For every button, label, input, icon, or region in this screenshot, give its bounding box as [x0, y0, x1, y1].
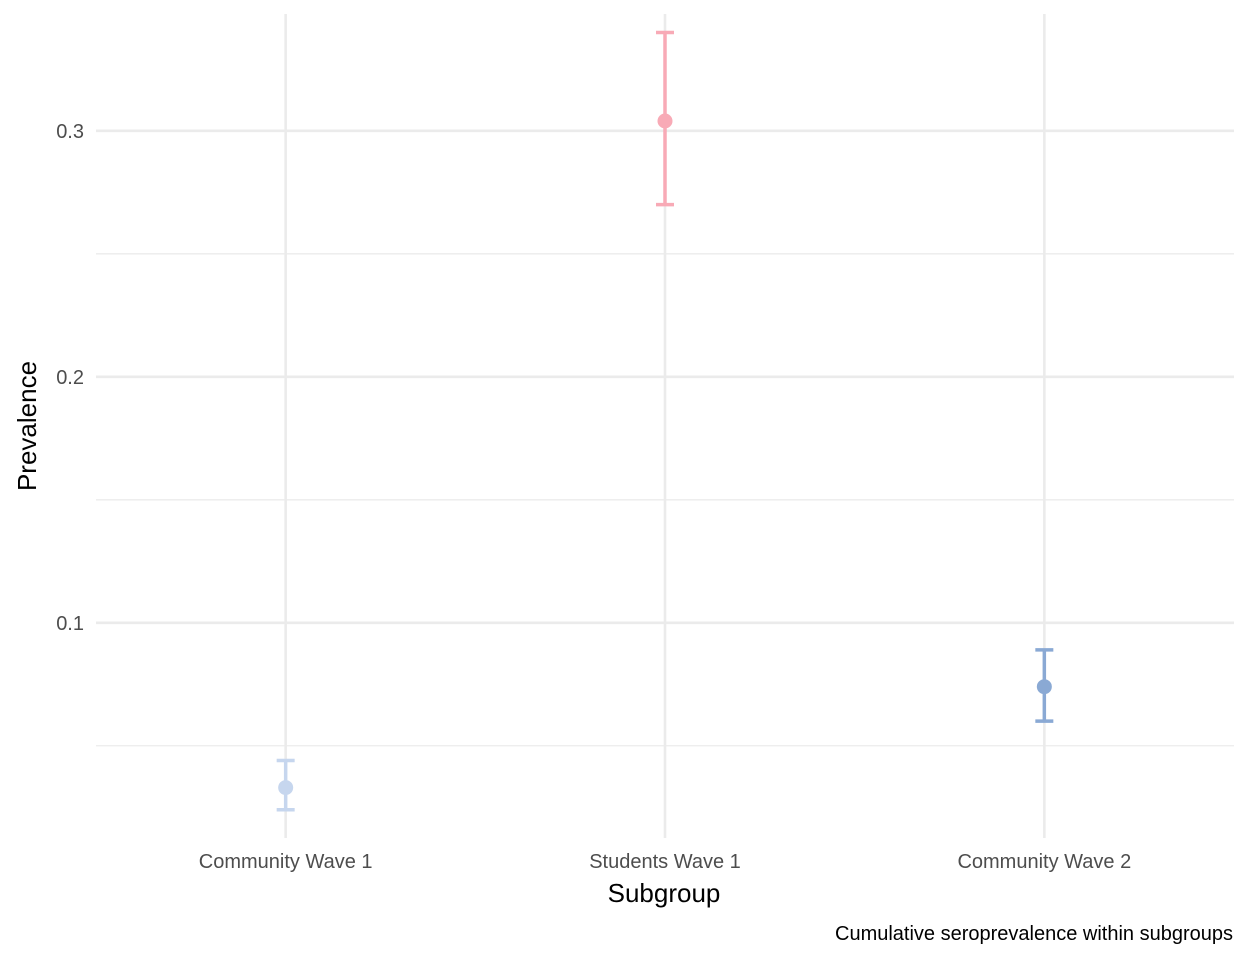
- x-axis-title: Subgroup: [608, 878, 721, 908]
- x-axis-ticks: Community Wave 1 Students Wave 1 Community…: [199, 851, 1131, 873]
- point-range: [276, 758, 295, 812]
- data-point: [657, 113, 673, 129]
- data-marks: [276, 30, 1054, 812]
- data-point: [278, 780, 294, 796]
- y-tick-label: 0.1: [56, 613, 84, 635]
- point-range: [656, 30, 674, 207]
- x-tick-label: Students Wave 1: [589, 851, 741, 873]
- data-point: [1036, 679, 1052, 695]
- y-tick-label: 0.3: [56, 121, 84, 143]
- x-tick-label: Community Wave 2: [957, 851, 1131, 873]
- x-tick-label: Community Wave 1: [199, 851, 373, 873]
- y-axis-title: Prevalence: [12, 361, 42, 491]
- point-range: [1035, 648, 1054, 723]
- y-tick-label: 0.2: [56, 367, 84, 389]
- chart-caption: Cumulative seroprevalence within subgrou…: [835, 923, 1233, 945]
- y-axis-ticks: 0.1 0.2 0.3: [56, 121, 84, 635]
